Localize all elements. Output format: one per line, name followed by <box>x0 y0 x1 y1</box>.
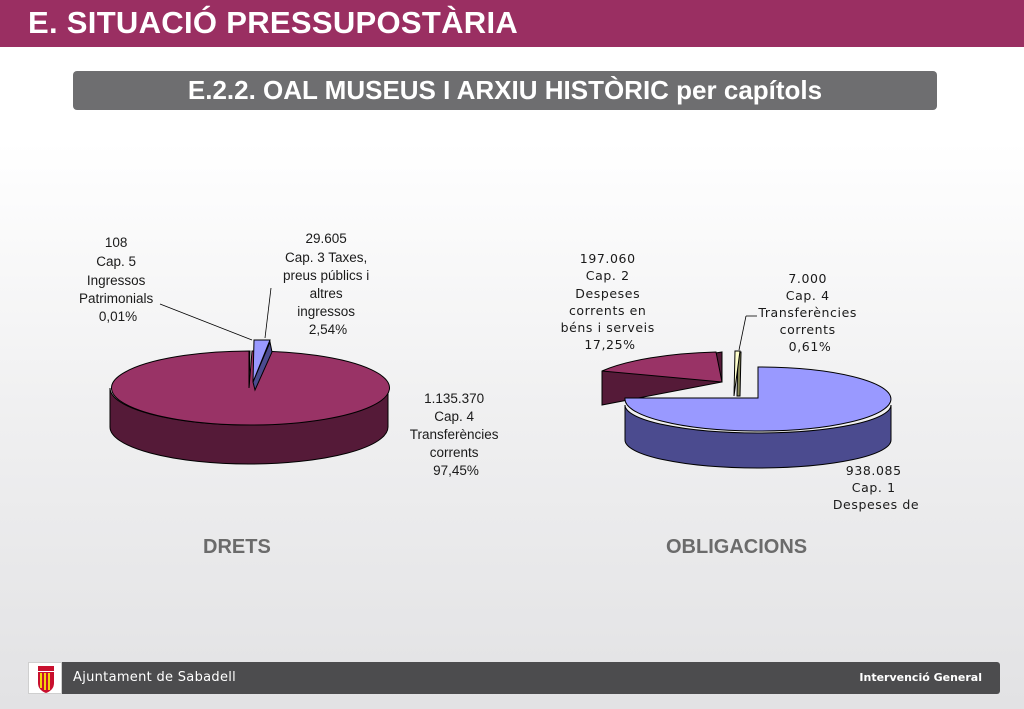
data-label-line: preus públics i <box>283 268 369 283</box>
data-label-line: corrents <box>780 322 836 337</box>
footer-bar: Ajuntament de Sabadell Intervenció Gener… <box>28 662 1000 694</box>
header-bar: E. SITUACIÓ PRESSUPOSTÀRIA <box>0 0 1024 47</box>
data-label-line: 2,54% <box>309 322 347 337</box>
data-label-line: Transferències <box>757 305 857 320</box>
data-label-line: 97,45% <box>433 463 479 478</box>
data-label-line: 938.085 <box>846 463 902 478</box>
chart-title-drets: DRETS <box>203 536 271 558</box>
data-label-line: 1.135.370 <box>424 391 484 406</box>
data-label-cap3: 29.605 Cap. 3 Taxes, preus públics i alt… <box>283 231 373 337</box>
pie-drets-slice-cap4 <box>111 350 390 426</box>
pie-oblig-slice-cap2 <box>601 351 723 383</box>
data-label-line: 108 <box>105 235 128 250</box>
data-label-cap5: 108 Cap. 5 Ingressos Patrimonials 0,01% <box>79 235 157 324</box>
data-label-line: Ingressos <box>87 273 146 288</box>
data-label-oblig-cap4: 7.000 Cap. 4 Transferències corrents 0,6… <box>757 271 861 354</box>
data-label-line: ingressos <box>297 304 355 319</box>
footer-department: Intervenció General <box>859 671 982 684</box>
chart-subtitle: E.2.2. OAL MUSEUS I ARXIU HISTÒRIC per c… <box>187 75 823 105</box>
data-label-line: Despeses <box>575 286 640 301</box>
page-title: E. SITUACIÓ PRESSUPOSTÀRIA <box>28 5 519 40</box>
data-label-line: Transferències <box>410 427 499 442</box>
leader-line-oblig-cap4b <box>738 315 747 351</box>
data-label-oblig-cap2: 197.060 Cap. 2 Despeses corrents en béns… <box>561 251 660 352</box>
data-label-line: 17,25% <box>584 337 635 352</box>
data-label-line: 0,61% <box>789 339 832 354</box>
footer-organization: Ajuntament de Sabadell <box>73 670 237 685</box>
data-label-line: altres <box>310 286 343 301</box>
data-label-line: 29.605 <box>305 231 346 246</box>
pie-oblig-slice-cap4 <box>733 350 741 397</box>
pie-drets-slice-cap5 <box>248 350 251 389</box>
pie-drets-slice-cap3 <box>252 339 271 383</box>
pie-oblig-slice-cap1 <box>624 366 892 432</box>
data-label-line: Cap. 4 <box>786 288 830 303</box>
data-label-line: Patrimonials <box>79 291 154 306</box>
pie-drets <box>109 339 390 465</box>
pie-obligacions <box>601 350 892 469</box>
data-label-line: Cap. 3 Taxes, <box>285 250 367 265</box>
data-label-line: Cap. 1 <box>852 480 896 495</box>
leader-line-cap5 <box>159 303 253 341</box>
pie-oblig-slice-cap1-side <box>624 404 892 469</box>
data-label-line: 0,01% <box>99 309 137 324</box>
data-label-line: Cap. 2 <box>586 268 630 283</box>
data-label-oblig-cap1: 938.085 Cap. 1 Despeses de <box>833 463 919 512</box>
data-label-line: Cap. 5 <box>96 254 136 269</box>
chart-title-obligacions: OBLIGACIONS <box>666 536 808 558</box>
data-label-line: corrents en <box>569 303 647 318</box>
pie-drets-slice-cap3-side <box>252 340 273 392</box>
data-label-line: 7.000 <box>788 271 827 286</box>
data-label-cap4: 1.135.370 Cap. 4 Transferències corrents… <box>410 391 503 478</box>
data-label-line: 197.060 <box>580 251 636 266</box>
data-label-line: corrents <box>430 445 479 460</box>
subtitle-bar: E.2.2. OAL MUSEUS I ARXIU HISTÒRIC per c… <box>73 71 937 110</box>
data-label-line: béns i serveis <box>561 320 655 335</box>
data-label-line: Despeses de <box>833 497 919 512</box>
data-label-line: Cap. 4 <box>434 409 474 424</box>
leader-line-cap3 <box>264 287 272 339</box>
city-crest-logo <box>28 662 62 694</box>
